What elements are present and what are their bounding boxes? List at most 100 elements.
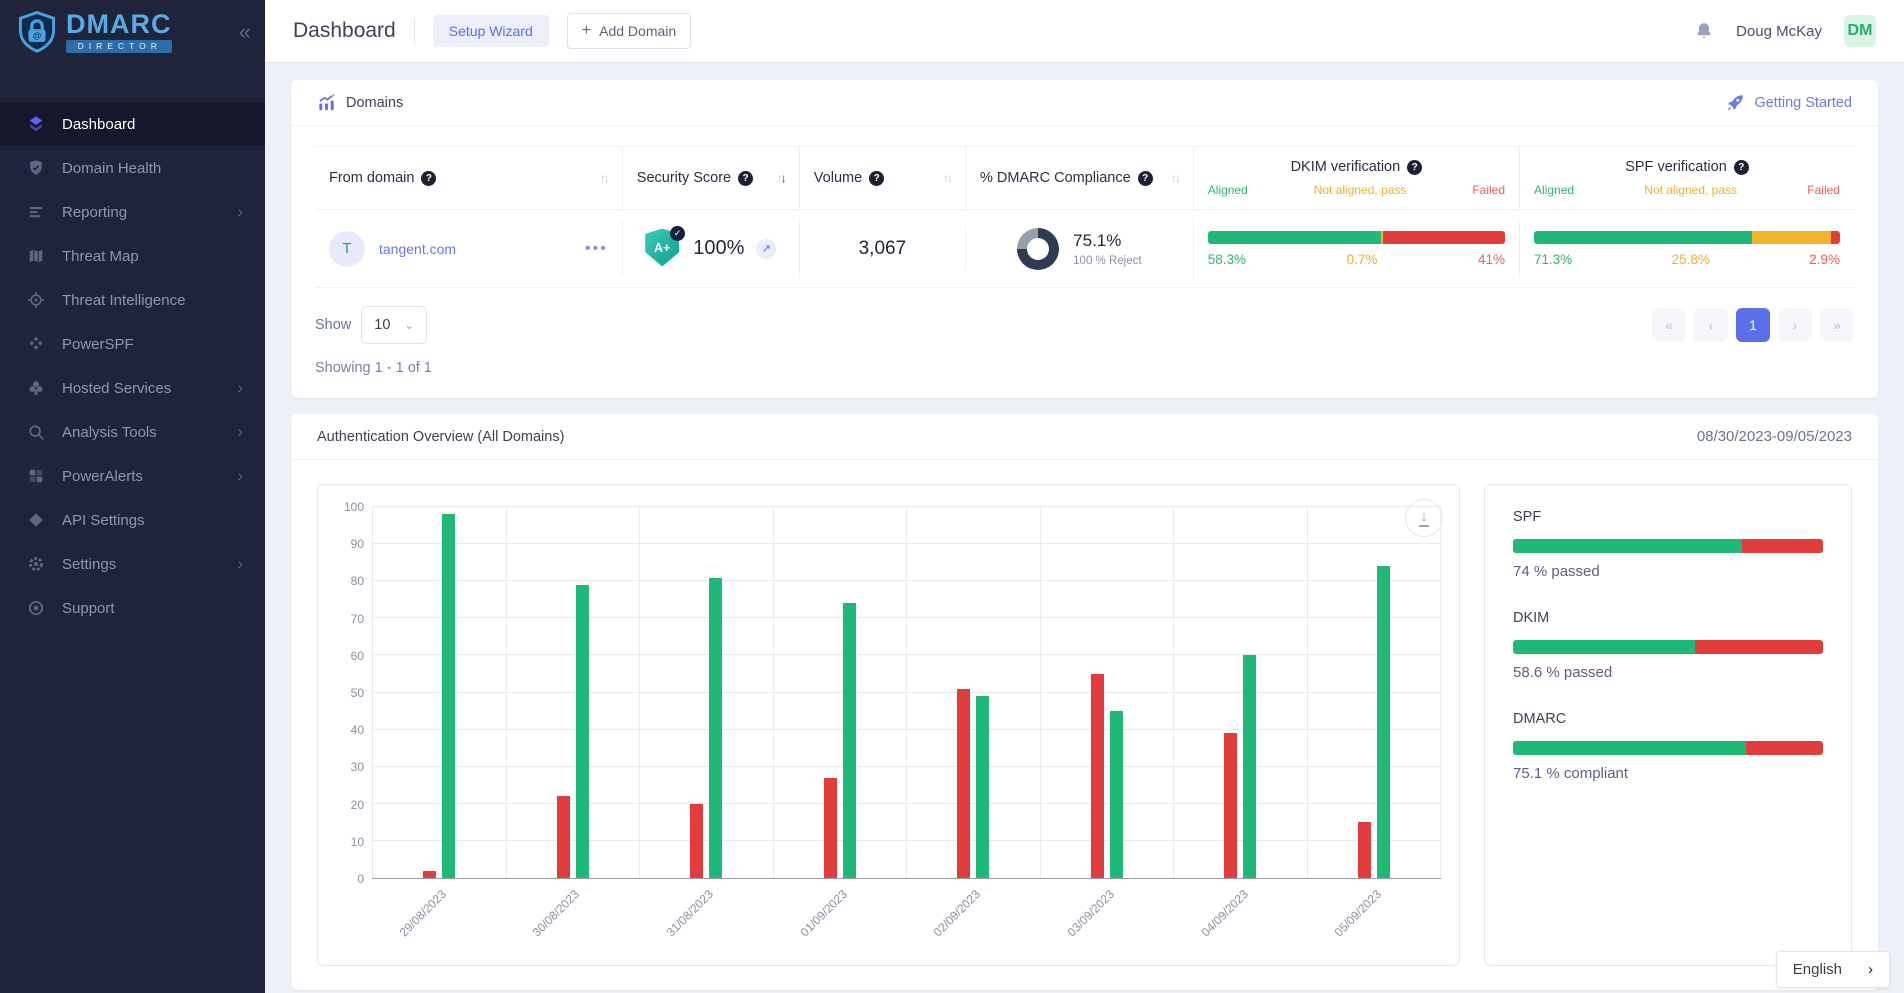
y-tick-label: 30 [351, 760, 364, 774]
chart-bar-failed [557, 796, 570, 878]
y-tick-label: 70 [351, 612, 364, 626]
chevron-right-icon: › [237, 554, 243, 574]
chart-bar-passed [576, 585, 589, 878]
stat-bar [1513, 741, 1823, 755]
user-name[interactable]: Doug McKay [1736, 23, 1822, 40]
notification-bell-icon[interactable] [1694, 21, 1714, 41]
language-selector[interactable]: English › [1776, 951, 1890, 988]
y-tick-label: 90 [351, 537, 364, 551]
col-spf-verification: SPF verification ? Aligned Not aligned, … [1520, 147, 1854, 209]
stat-spf: SPF74 % passed [1513, 509, 1823, 580]
stat-value: 75.1 % compliant [1513, 765, 1823, 782]
sidebar-item-hosted-services[interactable]: Hosted Services › [0, 366, 265, 410]
help-icon[interactable]: ? [869, 171, 884, 186]
getting-started-link[interactable]: Getting Started [1726, 93, 1852, 112]
bar-group [1307, 507, 1442, 878]
chart-bar-failed [1224, 733, 1237, 878]
chart-bar-passed [709, 578, 722, 879]
chart-plot [372, 507, 1441, 879]
help-icon[interactable]: ? [738, 171, 753, 186]
club-icon [26, 378, 46, 398]
first-page-button[interactable]: « [1652, 308, 1686, 342]
chart-bar-passed [1243, 655, 1256, 878]
sort-dmarc-compliance[interactable]: ↑↓ [1171, 171, 1179, 185]
sidebar-item-reporting[interactable]: Reporting› [0, 190, 265, 234]
rocket-icon [1726, 93, 1745, 112]
x-tick-label: 03/09/2023 [1064, 887, 1116, 939]
chart-bar-passed [1377, 566, 1390, 878]
setup-wizard-button[interactable]: Setup Wizard [433, 15, 549, 47]
help-icon[interactable]: ? [1138, 171, 1153, 186]
sidebar-item-settings[interactable]: Settings› [0, 542, 265, 586]
help-icon[interactable]: ? [1407, 160, 1422, 175]
chevron-right-icon: › [237, 202, 243, 222]
sidebar-item-analysis-tools[interactable]: Analysis Tools› [0, 410, 265, 454]
app-window: @ DMARC DIRECTOR « DashboardDomain Healt… [0, 0, 1904, 993]
chevron-right-icon: › [1868, 961, 1873, 978]
stat-dkim: DKIM 58.6 % passed [1513, 610, 1823, 681]
row-menu-icon[interactable]: ••• [585, 240, 608, 258]
bar-group [372, 507, 506, 878]
page-size-select[interactable]: 10 ⌄ [361, 306, 427, 344]
sidebar-item-powerspf[interactable]: PowerSPF [0, 322, 265, 366]
x-tick-label: 02/09/2023 [931, 887, 983, 939]
external-link-icon[interactable]: ↗ [756, 239, 776, 259]
page-1-button[interactable]: 1 [1736, 308, 1770, 342]
sidebar-item-api-settings[interactable]: API Settings [0, 498, 265, 542]
sidebar-collapse-icon[interactable]: « [239, 19, 251, 45]
logo: @ DMARC DIRECTOR « [0, 0, 265, 64]
stat-label: DKIM [1513, 610, 1823, 626]
date-range[interactable]: 08/30/2023-09/05/2023 [1697, 428, 1852, 445]
magnifier-icon [26, 422, 46, 442]
plus-icon: + [582, 22, 591, 40]
sidebar-item-dashboard[interactable]: Dashboard [0, 102, 265, 146]
sidebar-item-label: Threat Map [62, 248, 139, 265]
sidebar-item-threat-map[interactable]: Threat Map [0, 234, 265, 278]
domain-link[interactable]: tangent.com [379, 241, 456, 257]
sidebar-item-poweralerts[interactable]: PowerAlerts› [0, 454, 265, 498]
svg-text:@: @ [33, 31, 41, 41]
prev-page-button[interactable]: ‹ [1694, 308, 1728, 342]
chevron-down-icon: ⌄ [404, 318, 414, 332]
sort-security-score[interactable]: ↑↓ [777, 171, 785, 185]
bar-group [1173, 507, 1307, 878]
bar-group [906, 507, 1040, 878]
sidebar: @ DMARC DIRECTOR « DashboardDomain Healt… [0, 0, 265, 993]
sort-from-domain[interactable]: ↑↓ [600, 171, 608, 185]
auth-chart: ↓ 0102030405060708090100 29/08/202330/08… [317, 484, 1460, 966]
chart-x-axis: 29/08/202330/08/202331/08/202301/09/2023… [372, 879, 1441, 965]
stat-value: 58.6 % passed [1513, 664, 1823, 681]
security-score-value: 100% [693, 237, 744, 260]
stat-bar [1513, 640, 1823, 654]
add-domain-button[interactable]: + Add Domain [567, 13, 691, 49]
main-area: Dashboard Setup Wizard + Add Domain Doug… [265, 0, 1904, 993]
diamond-icon [26, 510, 46, 530]
dkim-bar [1208, 231, 1505, 244]
help-icon[interactable]: ? [1734, 160, 1749, 175]
auth-overview-card: Authentication Overview (All Domains) 08… [291, 414, 1878, 990]
help-icon[interactable]: ? [421, 171, 436, 186]
sidebar-item-threat-intelligence[interactable]: Threat Intelligence [0, 278, 265, 322]
divider [414, 18, 415, 44]
domains-card: Domains Getting Started [291, 80, 1878, 398]
chevron-right-icon: › [237, 378, 243, 398]
sidebar-item-domain-health[interactable]: Domain Health [0, 146, 265, 190]
x-tick-label: 29/08/2023 [396, 887, 448, 939]
map-icon [26, 246, 46, 266]
bar-group [773, 507, 907, 878]
sidebar-item-label: Threat Intelligence [62, 292, 185, 309]
chart-y-axis: 0102030405060708090100 [328, 507, 372, 879]
stat-bar [1513, 539, 1823, 553]
chart-bar-failed [1091, 674, 1104, 878]
sidebar-item-label: Hosted Services [62, 380, 171, 397]
sidebar-item-label: Support [62, 600, 115, 617]
table-row: T tangent.com ••• A+ ✓ 100% ↗ [315, 210, 1854, 288]
chart-bar-failed [957, 689, 970, 878]
y-tick-label: 20 [351, 798, 364, 812]
y-tick-label: 10 [351, 835, 364, 849]
last-page-button[interactable]: » [1820, 308, 1854, 342]
user-avatar[interactable]: DM [1844, 15, 1876, 47]
next-page-button[interactable]: › [1778, 308, 1812, 342]
sort-volume[interactable]: ↑↓ [943, 171, 951, 185]
sidebar-item-support[interactable]: Support [0, 586, 265, 630]
